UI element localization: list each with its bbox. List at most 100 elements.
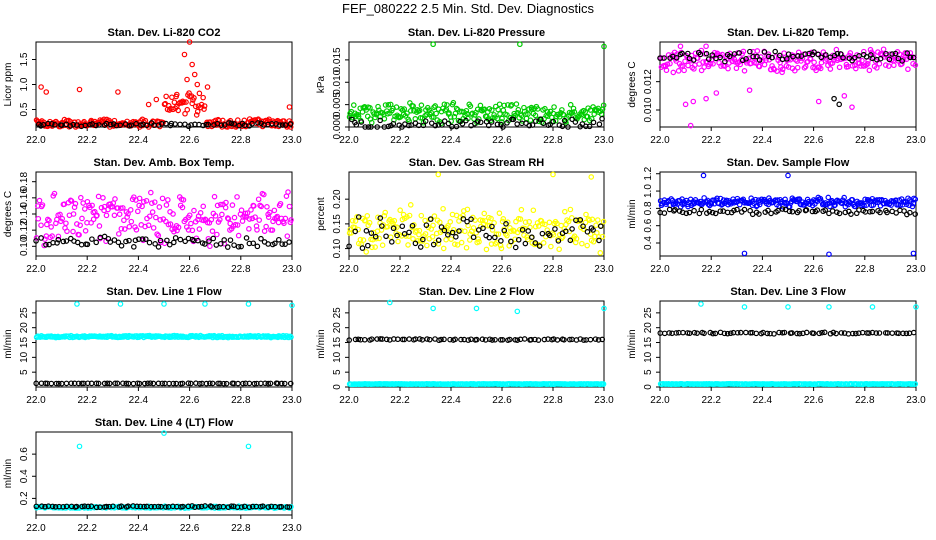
data-point — [203, 380, 210, 387]
x-tick-label: 22.0 — [26, 523, 46, 534]
data-point — [189, 227, 196, 234]
x-tick-label: 22.0 — [650, 395, 670, 406]
data-point — [45, 216, 51, 223]
data-point — [287, 380, 294, 387]
x-tick-label: 22.0 — [339, 395, 359, 406]
data-point — [673, 330, 680, 336]
data-point — [586, 123, 593, 130]
data-point — [390, 225, 397, 232]
x-tick-label: 23.0 — [906, 264, 926, 275]
data-point — [142, 236, 149, 242]
data-point — [409, 222, 416, 229]
x-tick-label: 22.4 — [441, 264, 461, 275]
data-point — [73, 503, 80, 510]
data-point — [112, 196, 118, 202]
data-point — [578, 111, 585, 118]
y-tick-label: 15 — [332, 337, 343, 349]
data-point — [504, 232, 510, 239]
data-point — [285, 189, 291, 195]
data-point — [776, 52, 783, 59]
data-point — [125, 503, 131, 509]
data-point — [741, 206, 748, 213]
data-point — [849, 196, 856, 203]
data-point — [149, 209, 156, 215]
data-point — [444, 102, 450, 108]
data-point — [796, 330, 803, 337]
data-point — [222, 204, 229, 211]
data-point — [234, 222, 241, 228]
data-point — [133, 226, 140, 233]
y-axis-label: percent — [316, 197, 327, 231]
data-point — [517, 216, 524, 222]
data-point-outlier — [473, 305, 480, 312]
data-point — [475, 236, 482, 242]
data-point — [251, 380, 258, 387]
data-point — [536, 243, 543, 249]
chart-panel: Stan. Dev. Line 1 Flow ml/min 5 10 15 20 25 22.… — [3, 286, 302, 406]
data-point — [877, 209, 883, 216]
data-point — [463, 107, 470, 114]
data-point — [698, 206, 705, 213]
data-point-outlier — [161, 430, 167, 436]
y-tick-label: 15 — [643, 337, 654, 349]
data-point — [416, 107, 423, 114]
data-point — [587, 336, 594, 343]
data-point — [872, 58, 879, 64]
data-point — [540, 120, 547, 127]
data-point — [747, 48, 753, 55]
data-point — [284, 504, 291, 510]
x-tick-label: 22.6 — [180, 135, 200, 146]
chart-title: Stan. Dev. Li-820 Temp. — [727, 27, 849, 39]
data-point — [63, 380, 70, 387]
data-point — [600, 102, 607, 109]
data-point — [811, 59, 817, 66]
data-point — [192, 103, 199, 110]
data-point — [756, 201, 763, 208]
data-point — [834, 209, 840, 215]
data-point — [246, 380, 253, 387]
data-point — [512, 244, 519, 251]
data-point — [416, 336, 423, 342]
y-tick-label: 1.2 — [643, 166, 654, 180]
data-point — [513, 101, 520, 107]
data-point — [432, 103, 439, 109]
y-tick-label: 0.4 — [643, 236, 654, 250]
data-point — [205, 121, 212, 128]
data-point — [532, 118, 539, 124]
y-tick-label: 0.12 — [19, 220, 30, 240]
chart-panel: Stan. Dev. Li-820 Temp. degrees C 0.010 0.0… — [627, 27, 926, 146]
data-point — [104, 380, 111, 387]
data-point — [572, 119, 579, 125]
data-point — [559, 234, 566, 240]
data-point — [600, 218, 607, 225]
data-point — [784, 56, 790, 62]
data-point — [590, 227, 596, 233]
data-point — [818, 54, 825, 61]
data-point — [561, 117, 568, 124]
chart-panel: Stan. Dev. Line 3 Flow ml/min 0 5 10 15 20 25 22… — [627, 286, 926, 406]
data-point — [497, 111, 503, 117]
data-point — [550, 118, 557, 125]
x-tick-label: 22.8 — [231, 135, 251, 146]
data-point — [734, 206, 740, 213]
data-point — [912, 381, 919, 387]
data-point — [147, 380, 154, 386]
data-point — [512, 236, 518, 243]
data-point — [542, 221, 548, 228]
data-point — [703, 50, 710, 57]
data-point — [525, 228, 532, 234]
data-point — [712, 210, 719, 217]
data-point — [60, 238, 67, 245]
data-point — [519, 227, 526, 233]
data-point — [282, 215, 289, 222]
data-point — [499, 115, 505, 122]
y-tick-label: 0.14 — [19, 204, 30, 224]
data-point — [907, 54, 914, 61]
data-point — [379, 223, 385, 229]
data-point — [860, 48, 867, 55]
data-point — [685, 50, 691, 57]
data-point-outlier — [831, 95, 837, 102]
data-point — [526, 218, 532, 225]
data-point-outlier — [514, 308, 521, 315]
data-point — [374, 336, 380, 342]
